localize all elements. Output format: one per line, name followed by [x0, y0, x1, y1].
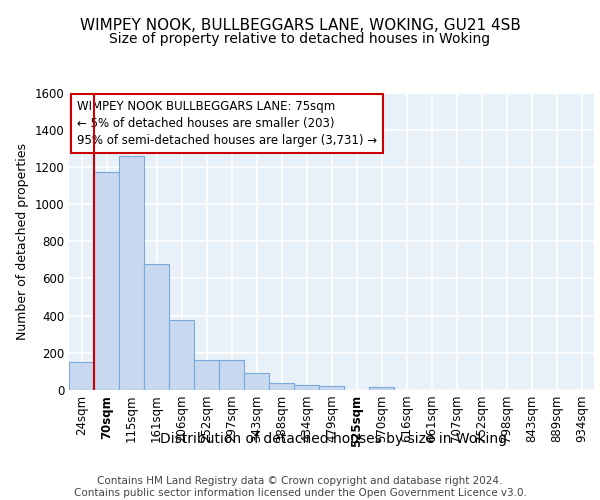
Text: Contains HM Land Registry data © Crown copyright and database right 2024.
Contai: Contains HM Land Registry data © Crown c… — [74, 476, 526, 498]
Bar — [144, 264, 169, 390]
Bar — [194, 360, 219, 390]
Bar — [219, 360, 244, 390]
Bar — [244, 374, 269, 390]
Bar — [269, 384, 294, 390]
Text: WIMPEY NOOK, BULLBEGGARS LANE, WOKING, GU21 4SB: WIMPEY NOOK, BULLBEGGARS LANE, WOKING, G… — [80, 18, 520, 32]
Bar — [169, 320, 194, 390]
Text: Distribution of detached houses by size in Woking: Distribution of detached houses by size … — [160, 432, 506, 446]
Text: WIMPEY NOOK BULLBEGGARS LANE: 75sqm
← 5% of detached houses are smaller (203)
95: WIMPEY NOOK BULLBEGGARS LANE: 75sqm ← 5%… — [77, 100, 377, 147]
Bar — [369, 387, 394, 390]
Bar — [94, 172, 119, 390]
Bar — [69, 362, 94, 390]
Bar — [294, 386, 319, 390]
Text: Size of property relative to detached houses in Woking: Size of property relative to detached ho… — [109, 32, 491, 46]
Bar — [319, 386, 344, 390]
Y-axis label: Number of detached properties: Number of detached properties — [16, 143, 29, 340]
Bar — [119, 156, 144, 390]
